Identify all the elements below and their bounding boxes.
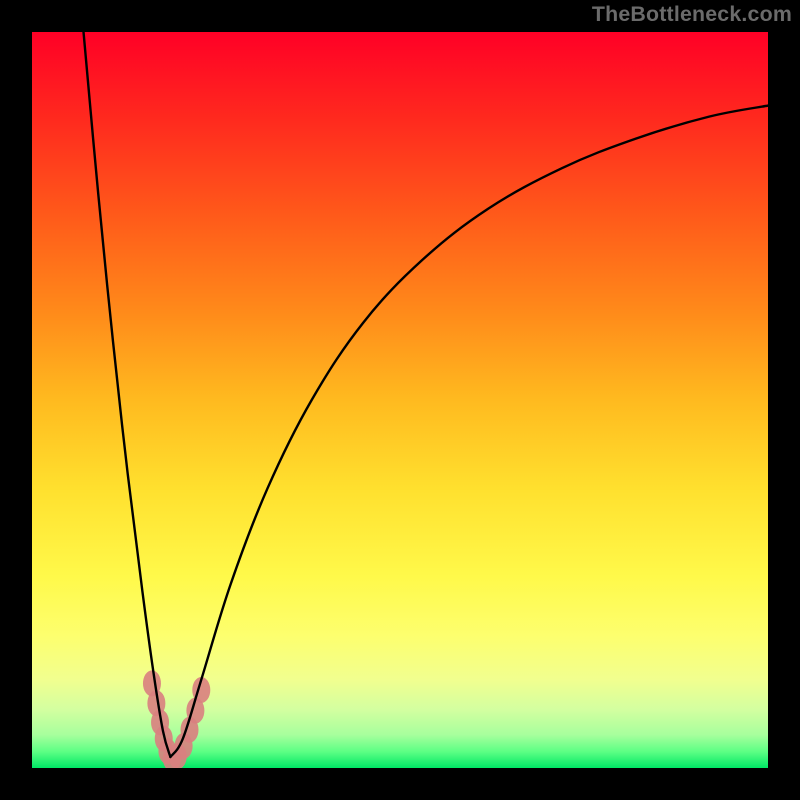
chart-frame: TheBottleneck.com [0, 0, 800, 800]
curve-right-branch [170, 106, 768, 757]
curves-layer [32, 32, 768, 768]
curve-left-branch [84, 32, 171, 757]
plot-area [32, 32, 768, 768]
watermark-text: TheBottleneck.com [592, 2, 792, 27]
